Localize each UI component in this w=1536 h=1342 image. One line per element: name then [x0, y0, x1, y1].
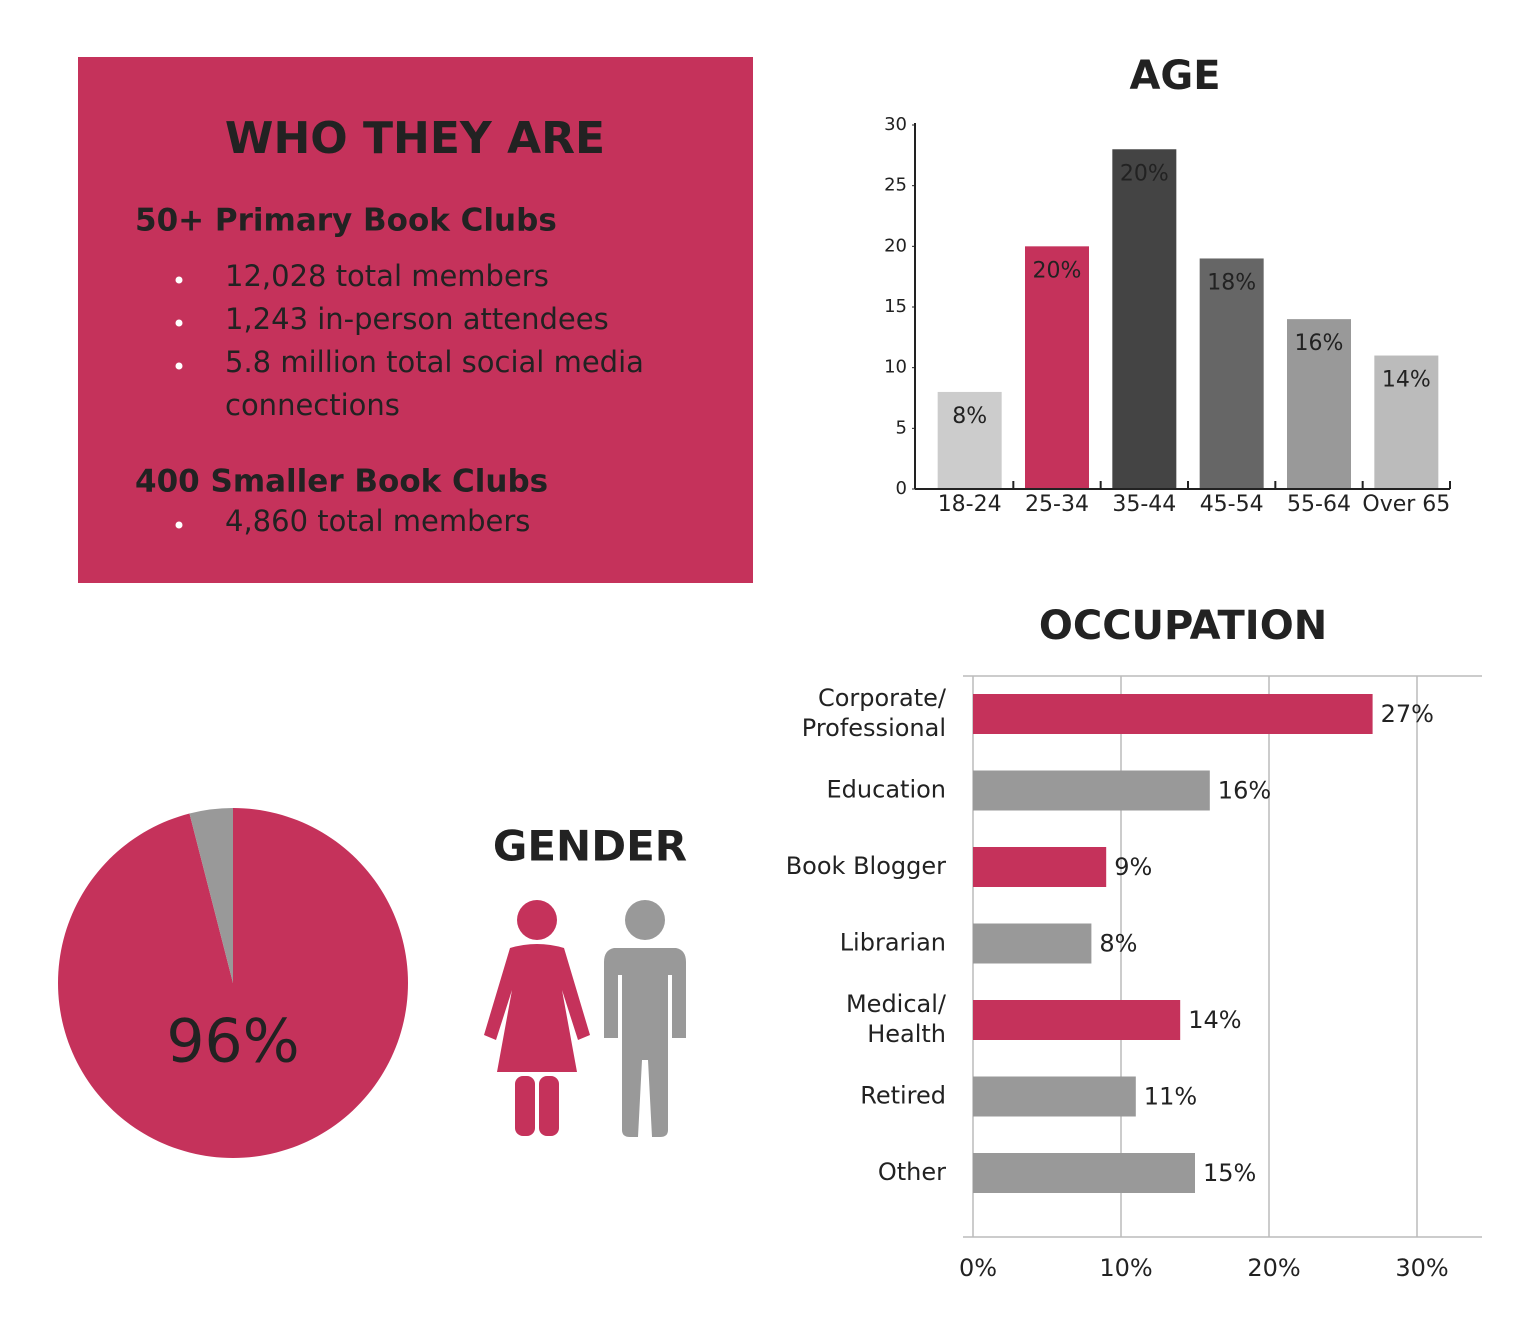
- bar: [973, 770, 1210, 811]
- x-tick-label: 20%: [1247, 1254, 1300, 1282]
- y-tick-label: 10: [884, 357, 907, 378]
- x-tick-label: 25-34: [1025, 492, 1089, 517]
- bar-label: 20%: [1033, 258, 1082, 283]
- woman-icon: [484, 900, 590, 1136]
- y-tick-label: Education: [827, 776, 946, 804]
- bar: [973, 1076, 1136, 1117]
- y-tick-label: Other: [878, 1158, 946, 1186]
- bar: [973, 694, 1373, 734]
- text-line: 1,243 in-person attendees: [225, 302, 609, 336]
- pie-slice: [58, 808, 409, 1158]
- x-tick-label: 18-24: [938, 492, 1002, 517]
- group-heading: 400 Smaller Book Clubs: [135, 464, 548, 500]
- bullet: [175, 362, 183, 370]
- value-label: 14%: [1188, 1006, 1241, 1034]
- text-line: Corporate/: [818, 684, 947, 712]
- man-icon: [604, 900, 686, 1137]
- value-label: 9%: [1114, 853, 1152, 881]
- value-label: 15%: [1203, 1159, 1256, 1187]
- y-tick-label: 0: [896, 478, 907, 499]
- bar: [937, 391, 1002, 489]
- y-tick-label: Corporate/Professional: [802, 684, 947, 742]
- bullet: [175, 276, 183, 284]
- x-tick-label: Over 65: [1362, 492, 1450, 517]
- slice-label: 96%: [166, 1007, 299, 1077]
- text-line: Professional: [802, 714, 946, 742]
- bar-label: 16%: [1295, 331, 1344, 356]
- bullet-item: 4,860 total members: [225, 504, 530, 538]
- bar: [1112, 149, 1177, 489]
- info-box: [78, 57, 753, 583]
- text-line: Librarian: [840, 929, 946, 957]
- chart-title: GENDER: [493, 822, 687, 871]
- x-tick-label: 10%: [1099, 1254, 1152, 1282]
- text-line: Education: [827, 776, 946, 804]
- y-tick-label: 15: [884, 296, 907, 317]
- y-tick-label: 20: [884, 235, 907, 256]
- value-label: 27%: [1381, 700, 1434, 728]
- bullet: [175, 521, 183, 529]
- text-line: Book Blogger: [786, 852, 946, 880]
- value-label: 11%: [1144, 1083, 1197, 1111]
- y-tick-label: 30: [884, 114, 907, 135]
- text-line: 12,028 total members: [225, 259, 549, 293]
- bar-label: 8%: [952, 404, 987, 429]
- text-line: 4,860 total members: [225, 504, 530, 538]
- bar-label: 20%: [1120, 161, 1169, 186]
- bar: [973, 1153, 1195, 1193]
- chart-title: AGE: [1129, 53, 1220, 99]
- bar: [1025, 246, 1089, 489]
- chart-title: OCCUPATION: [1039, 603, 1327, 649]
- bar-label: 18%: [1207, 270, 1256, 295]
- y-tick-label: Retired: [860, 1082, 946, 1110]
- y-tick-label: Librarian: [840, 929, 946, 957]
- bullet-item: 1,243 in-person attendees: [225, 302, 609, 336]
- bar: [1199, 258, 1264, 489]
- text-line: Health: [867, 1020, 946, 1048]
- text-line: Medical/: [846, 990, 947, 1018]
- x-tick-label: 45-54: [1200, 492, 1264, 517]
- bar: [1287, 319, 1351, 489]
- value-label: 16%: [1218, 777, 1271, 805]
- text-line: Retired: [860, 1082, 946, 1110]
- bullet: [175, 319, 183, 327]
- y-tick-label: Medical/Health: [846, 990, 947, 1048]
- y-tick-label: 25: [884, 175, 907, 196]
- bullet-item: 12,028 total members: [225, 259, 549, 293]
- pie-slice: [189, 808, 233, 983]
- text-line: connections: [225, 388, 400, 422]
- bar: [1374, 355, 1439, 489]
- x-tick-label: 0%: [959, 1254, 997, 1282]
- bar-label: 14%: [1382, 368, 1431, 393]
- y-tick-label: Book Blogger: [786, 852, 946, 880]
- x-tick-label: 35-44: [1112, 492, 1176, 517]
- text-line: Other: [878, 1158, 946, 1186]
- bullet-item: 5.8 million total social media connection…: [225, 345, 644, 422]
- x-tick-label: 55-64: [1287, 492, 1351, 517]
- group-heading: 50+ Primary Book Clubs: [135, 203, 557, 239]
- y-tick-label: 5: [896, 417, 907, 438]
- bar: [973, 847, 1107, 887]
- bar: [973, 1000, 1181, 1040]
- bar: [973, 923, 1092, 964]
- text-line: 5.8 million total social media: [225, 345, 644, 379]
- info-title: WHO THEY ARE: [225, 113, 605, 164]
- x-tick-label: 30%: [1395, 1254, 1448, 1282]
- value-label: 8%: [1099, 930, 1137, 958]
